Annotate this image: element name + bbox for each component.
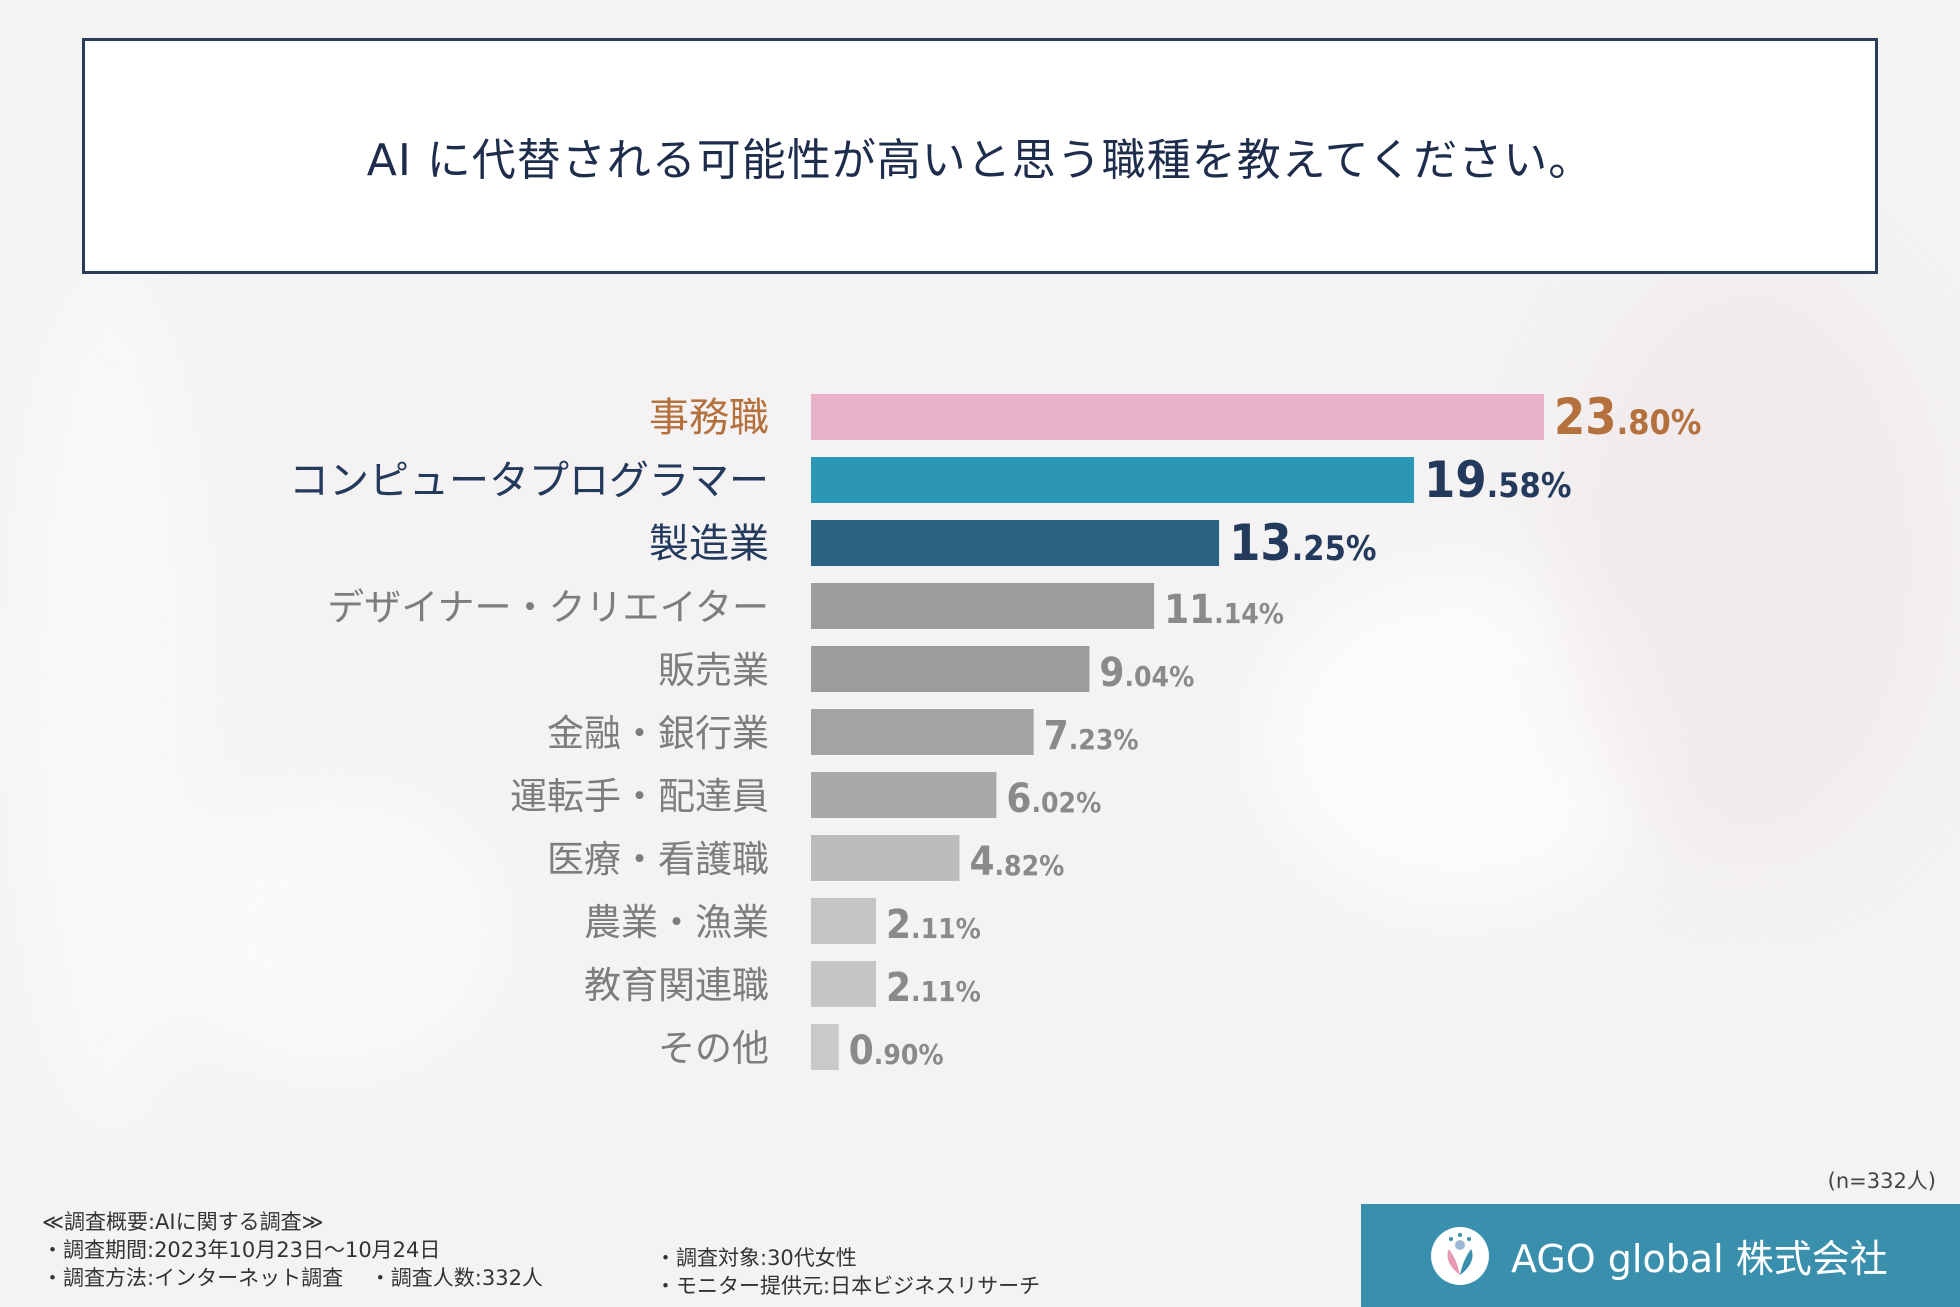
survey-provider: ・モニター提供元:日本ビジネスリサーチ — [655, 1274, 1041, 1298]
value-label: 4.82% — [969, 839, 1064, 885]
value-label: 9.04% — [1099, 650, 1194, 696]
value-label: 0.90% — [849, 1028, 944, 1074]
survey-count: ・調査人数:332人 — [369, 1266, 543, 1290]
bar — [811, 583, 1155, 629]
survey-heading: ≪調査概要:AIに関する調査≫ — [42, 1210, 324, 1234]
category-label: 農業・漁業 — [584, 901, 769, 944]
bar — [811, 457, 1415, 503]
survey-target: ・調査対象:30代女性 — [655, 1246, 857, 1270]
value-label: 11.14% — [1164, 587, 1284, 633]
title-box: AI に代替される可能性が高いと思う職種を教えてください。 — [82, 38, 1878, 274]
category-label: コンピュータプログラマー — [289, 458, 769, 504]
bar — [811, 520, 1220, 566]
survey-notes: ≪調査概要:AIに関する調査≫ ・調査期間:2023年10月23日〜10月24日… — [42, 1208, 543, 1292]
category-label: 医療・看護職 — [547, 838, 769, 881]
bar — [811, 646, 1090, 692]
chart-title: AI に代替される可能性が高いと思う職種を教えてください。 — [366, 135, 1594, 186]
brand-name: AGO global 株式会社 — [1511, 1237, 1888, 1281]
category-label: 販売業 — [658, 649, 769, 692]
value-label: 13.25% — [1229, 514, 1376, 572]
survey-notes-right: ・調査対象:30代女性 ・モニター提供元:日本ビジネスリサーチ — [655, 1244, 1040, 1300]
category-label: 運転手・配達員 — [510, 775, 769, 818]
value-label: 23.80% — [1554, 388, 1701, 446]
brand-banner: AGO global 株式会社 — [1361, 1204, 1960, 1307]
bar — [811, 1024, 839, 1070]
value-label: 7.23% — [1044, 713, 1139, 759]
bar — [811, 709, 1034, 755]
bar — [811, 835, 960, 881]
survey-method-row: ・調査方法:インターネット調査 ・調査人数:332人 — [42, 1264, 543, 1292]
survey-period: ・調査期間:2023年10月23日〜10月24日 — [42, 1238, 441, 1262]
value-label: 19.58% — [1424, 451, 1571, 509]
company-logo-icon — [1431, 1226, 1489, 1285]
value-label: 2.11% — [886, 965, 981, 1011]
bar — [811, 394, 1544, 440]
category-label: 金融・銀行業 — [547, 712, 769, 755]
value-label: 6.02% — [1006, 776, 1101, 822]
category-label: 教育関連職 — [584, 964, 769, 1007]
survey-method: ・調査方法:インターネット調査 — [42, 1266, 344, 1290]
category-label: デザイナー・クリエイター — [327, 586, 769, 629]
value-label: 2.11% — [886, 902, 981, 948]
category-label: 製造業 — [649, 521, 769, 567]
category-label: 事務職 — [649, 395, 769, 441]
bar — [811, 772, 997, 818]
bar — [811, 961, 876, 1007]
sample-size: (n=332人) — [1827, 1169, 1936, 1193]
bar — [811, 898, 876, 944]
category-label: その他 — [658, 1027, 769, 1070]
